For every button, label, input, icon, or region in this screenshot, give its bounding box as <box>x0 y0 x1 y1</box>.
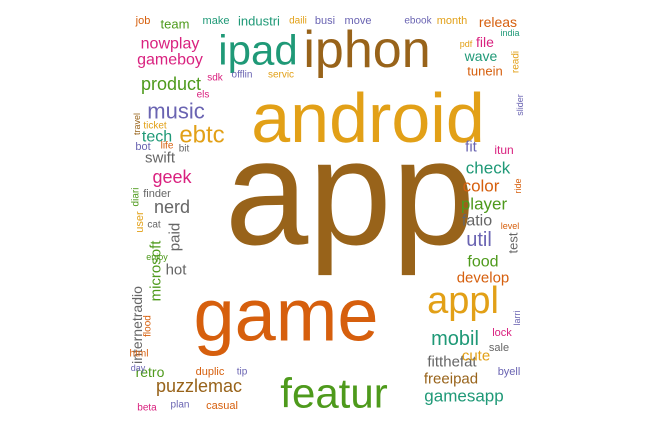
word-freeipad: freeipad <box>424 371 478 388</box>
word-lock: lock <box>492 327 512 339</box>
word-itun: itun <box>494 143 513 157</box>
word-ticket: ticket <box>143 121 167 132</box>
word-appl: appl <box>427 280 499 322</box>
word-tip: tip <box>237 367 248 378</box>
word-iphon: iphon <box>303 21 430 79</box>
word-servic: servic <box>268 70 294 81</box>
word-gameboy: gameboy <box>137 52 203 69</box>
word-daili: daili <box>289 16 307 27</box>
word-team: team <box>161 17 190 32</box>
word-player: player <box>461 195 508 214</box>
word-app: app <box>225 108 475 276</box>
word-flood: flood <box>143 315 154 337</box>
word-product: product <box>141 74 201 94</box>
word-industri: industri <box>238 14 280 29</box>
word-develop: develop <box>457 270 510 287</box>
word-readi: readi <box>511 51 522 73</box>
word-nowplay: nowplay <box>141 36 200 53</box>
word-slider: slider <box>515 94 525 116</box>
word-plan: plan <box>171 400 190 411</box>
word-nerd: nerd <box>154 197 190 217</box>
word-fit: fit <box>465 139 478 156</box>
word-internetradio: internetradio <box>129 286 145 364</box>
word-ebtc: ebtc <box>179 122 224 149</box>
word-test: test <box>506 232 521 253</box>
word-job: job <box>135 15 151 27</box>
word-sdk: sdk <box>207 73 224 84</box>
word-fitthefat: fitthefat <box>427 354 477 371</box>
word-cat: cat <box>147 220 161 231</box>
word-travel: travel <box>132 113 142 135</box>
word-tunein: tunein <box>467 64 502 79</box>
word-wave: wave <box>464 48 498 64</box>
word-featur: featur <box>280 370 387 417</box>
word-month: month <box>437 15 468 27</box>
word-level: level <box>501 221 520 231</box>
word-cute: cute <box>462 348 490 365</box>
word-byell: byell <box>498 366 521 378</box>
word-enjoy: enjoy <box>146 252 168 262</box>
word-retro: retro <box>136 364 165 380</box>
word-finder: finder <box>143 188 171 200</box>
word-diari: diari <box>131 188 142 207</box>
word-swift: swift <box>145 150 176 167</box>
word-move: move <box>345 15 372 27</box>
word-ipad: ipad <box>218 27 297 74</box>
word-bot: bot <box>135 141 150 153</box>
word-releas: releas <box>479 14 517 30</box>
word-els: els <box>197 90 210 101</box>
word-gamesapp: gamesapp <box>424 387 503 406</box>
word-sale: sale <box>489 342 509 354</box>
word-microsoft: microsoft <box>148 240 165 302</box>
word-beta: beta <box>137 403 157 414</box>
word-ride: ride <box>513 178 523 193</box>
word-file: file <box>476 34 494 50</box>
word-puzzlemac: puzzlemac <box>156 376 242 396</box>
word-music: music <box>147 99 204 124</box>
word-geek: geek <box>152 167 192 187</box>
word-ebook: ebook <box>404 16 432 27</box>
word-make: make <box>203 15 230 27</box>
word-day: day <box>131 363 146 373</box>
word-fatio: fatio <box>462 213 492 230</box>
word-mobil: mobil <box>431 328 479 350</box>
word-check: check <box>466 159 511 178</box>
word-color: color <box>463 177 500 196</box>
word-busi: busi <box>315 15 335 27</box>
word-offlin: offlin <box>232 70 253 81</box>
word-tech: tech <box>142 129 172 146</box>
word-paid: paid <box>167 223 184 251</box>
word-user: user <box>134 211 146 233</box>
word-life: life <box>161 141 174 152</box>
word-html: html <box>130 349 149 360</box>
word-android: android <box>251 79 485 157</box>
word-game: game <box>193 274 378 357</box>
word-hot: hot <box>166 262 188 279</box>
word-food: food <box>467 254 498 271</box>
word-util: util <box>466 229 492 251</box>
word-casual: casual <box>206 400 238 412</box>
word-india: india <box>500 28 519 38</box>
word-bit: bit <box>179 144 190 155</box>
word-larri: larri <box>512 311 522 326</box>
word-pdf: pdf <box>460 39 473 49</box>
word-duplic: duplic <box>196 366 225 378</box>
